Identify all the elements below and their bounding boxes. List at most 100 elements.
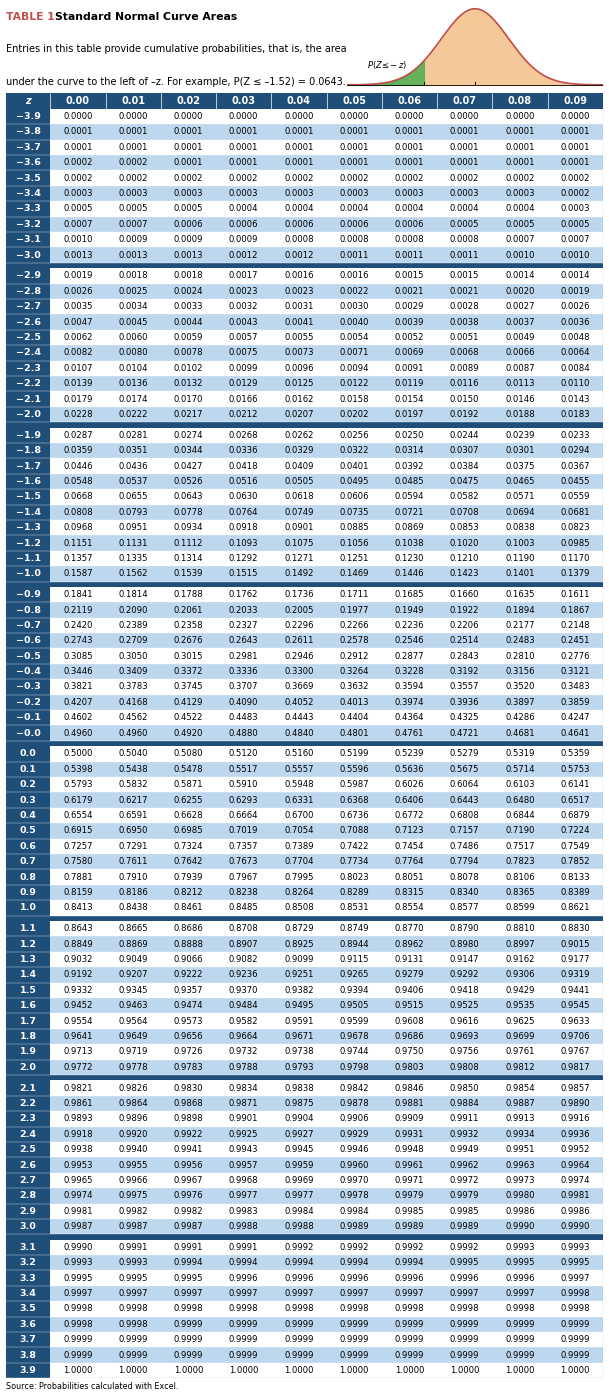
Bar xyxy=(216,808,272,823)
Bar xyxy=(51,838,105,854)
Text: 0.3336: 0.3336 xyxy=(229,667,258,677)
Bar xyxy=(105,314,161,329)
Bar xyxy=(382,900,437,915)
Text: 0.9463: 0.9463 xyxy=(118,1002,148,1010)
Bar xyxy=(547,679,603,695)
Text: 0.0582: 0.0582 xyxy=(450,492,479,501)
Bar xyxy=(547,407,603,423)
Bar xyxy=(437,536,493,551)
Bar xyxy=(272,490,326,505)
Text: 0.0465: 0.0465 xyxy=(505,477,535,485)
Text: −1.3: −1.3 xyxy=(16,523,41,531)
Text: 0.7389: 0.7389 xyxy=(284,841,314,851)
Bar xyxy=(326,900,382,915)
Bar xyxy=(161,1095,216,1112)
Text: 0.9966: 0.9966 xyxy=(118,1176,148,1184)
Bar xyxy=(51,1045,105,1060)
Text: 0.5557: 0.5557 xyxy=(284,764,314,774)
Bar xyxy=(547,551,603,566)
Bar xyxy=(161,695,216,710)
Bar xyxy=(493,505,547,520)
Bar xyxy=(6,1348,51,1363)
Bar xyxy=(272,247,326,262)
Bar xyxy=(105,869,161,884)
Text: 0.0004: 0.0004 xyxy=(229,205,258,213)
Bar xyxy=(105,1045,161,1060)
Bar xyxy=(272,1219,326,1235)
Text: Entries in this table provide cumulative probabilities, that is, the area: Entries in this table provide cumulative… xyxy=(6,45,347,54)
Bar xyxy=(437,124,493,140)
Bar xyxy=(547,124,603,140)
Text: 0.2: 0.2 xyxy=(19,780,37,790)
Text: 0.0023: 0.0023 xyxy=(284,287,314,296)
Text: 0.1423: 0.1423 xyxy=(450,569,479,579)
Bar xyxy=(326,710,382,725)
Bar xyxy=(326,329,382,345)
Text: 0.9999: 0.9999 xyxy=(560,1320,590,1329)
Bar xyxy=(326,967,382,982)
Bar xyxy=(382,1302,437,1317)
Text: 0.0009: 0.0009 xyxy=(118,236,148,244)
Text: 0.9970: 0.9970 xyxy=(339,1176,369,1184)
Text: 0.9699: 0.9699 xyxy=(505,1032,535,1041)
Bar xyxy=(161,377,216,392)
Text: 0.0143: 0.0143 xyxy=(560,395,590,403)
Bar xyxy=(493,140,547,155)
Text: 0.0119: 0.0119 xyxy=(395,379,424,388)
Bar xyxy=(51,1332,105,1348)
Bar xyxy=(51,823,105,838)
Bar xyxy=(493,1173,547,1189)
Bar xyxy=(547,746,603,762)
Text: 0.5: 0.5 xyxy=(20,826,37,836)
Text: 0.9999: 0.9999 xyxy=(450,1350,479,1360)
Text: 0.1894: 0.1894 xyxy=(505,605,535,615)
Text: 0.1562: 0.1562 xyxy=(118,569,148,579)
Text: 0.1539: 0.1539 xyxy=(174,569,203,579)
Bar xyxy=(161,1271,216,1286)
Bar xyxy=(6,618,51,633)
Text: 0.3707: 0.3707 xyxy=(229,682,258,692)
Text: 2.7: 2.7 xyxy=(19,1176,37,1184)
Bar xyxy=(272,869,326,884)
Text: 0.8962: 0.8962 xyxy=(395,940,424,949)
Text: 0.02: 0.02 xyxy=(177,96,200,106)
Bar xyxy=(51,900,105,915)
Text: 0.6217: 0.6217 xyxy=(118,795,148,805)
Text: 0.0003: 0.0003 xyxy=(63,190,93,198)
Text: 0.8554: 0.8554 xyxy=(395,904,424,912)
Text: −3.6: −3.6 xyxy=(16,158,41,167)
Text: 0.0968: 0.0968 xyxy=(63,523,93,531)
Text: 0.9955: 0.9955 xyxy=(118,1161,148,1169)
Bar xyxy=(105,900,161,915)
Bar xyxy=(493,407,547,423)
Text: 3.3: 3.3 xyxy=(20,1274,37,1282)
Bar xyxy=(382,427,437,444)
Bar xyxy=(51,1173,105,1189)
Bar xyxy=(216,1189,272,1204)
Bar xyxy=(105,1219,161,1235)
Bar xyxy=(437,633,493,649)
Text: 0.9995: 0.9995 xyxy=(118,1274,148,1282)
Text: TABLE 1: TABLE 1 xyxy=(6,13,55,22)
Text: 0.0618: 0.0618 xyxy=(284,492,314,501)
Bar xyxy=(437,869,493,884)
Text: 0.1003: 0.1003 xyxy=(505,538,535,547)
Bar xyxy=(51,951,105,967)
Bar xyxy=(437,967,493,982)
Bar xyxy=(161,1045,216,1060)
Bar xyxy=(326,520,382,536)
Bar xyxy=(326,1363,382,1378)
Text: 0.0012: 0.0012 xyxy=(229,251,258,259)
Bar xyxy=(326,603,382,618)
Bar xyxy=(161,808,216,823)
Bar xyxy=(161,679,216,695)
Text: 0.0044: 0.0044 xyxy=(174,318,203,326)
Bar xyxy=(382,633,437,649)
Bar xyxy=(437,951,493,967)
Bar xyxy=(6,329,51,345)
Text: 0.9925: 0.9925 xyxy=(229,1130,258,1138)
Bar xyxy=(51,392,105,407)
Bar xyxy=(272,603,326,618)
Text: 0.0003: 0.0003 xyxy=(229,190,258,198)
Text: 0.9713: 0.9713 xyxy=(63,1048,93,1056)
